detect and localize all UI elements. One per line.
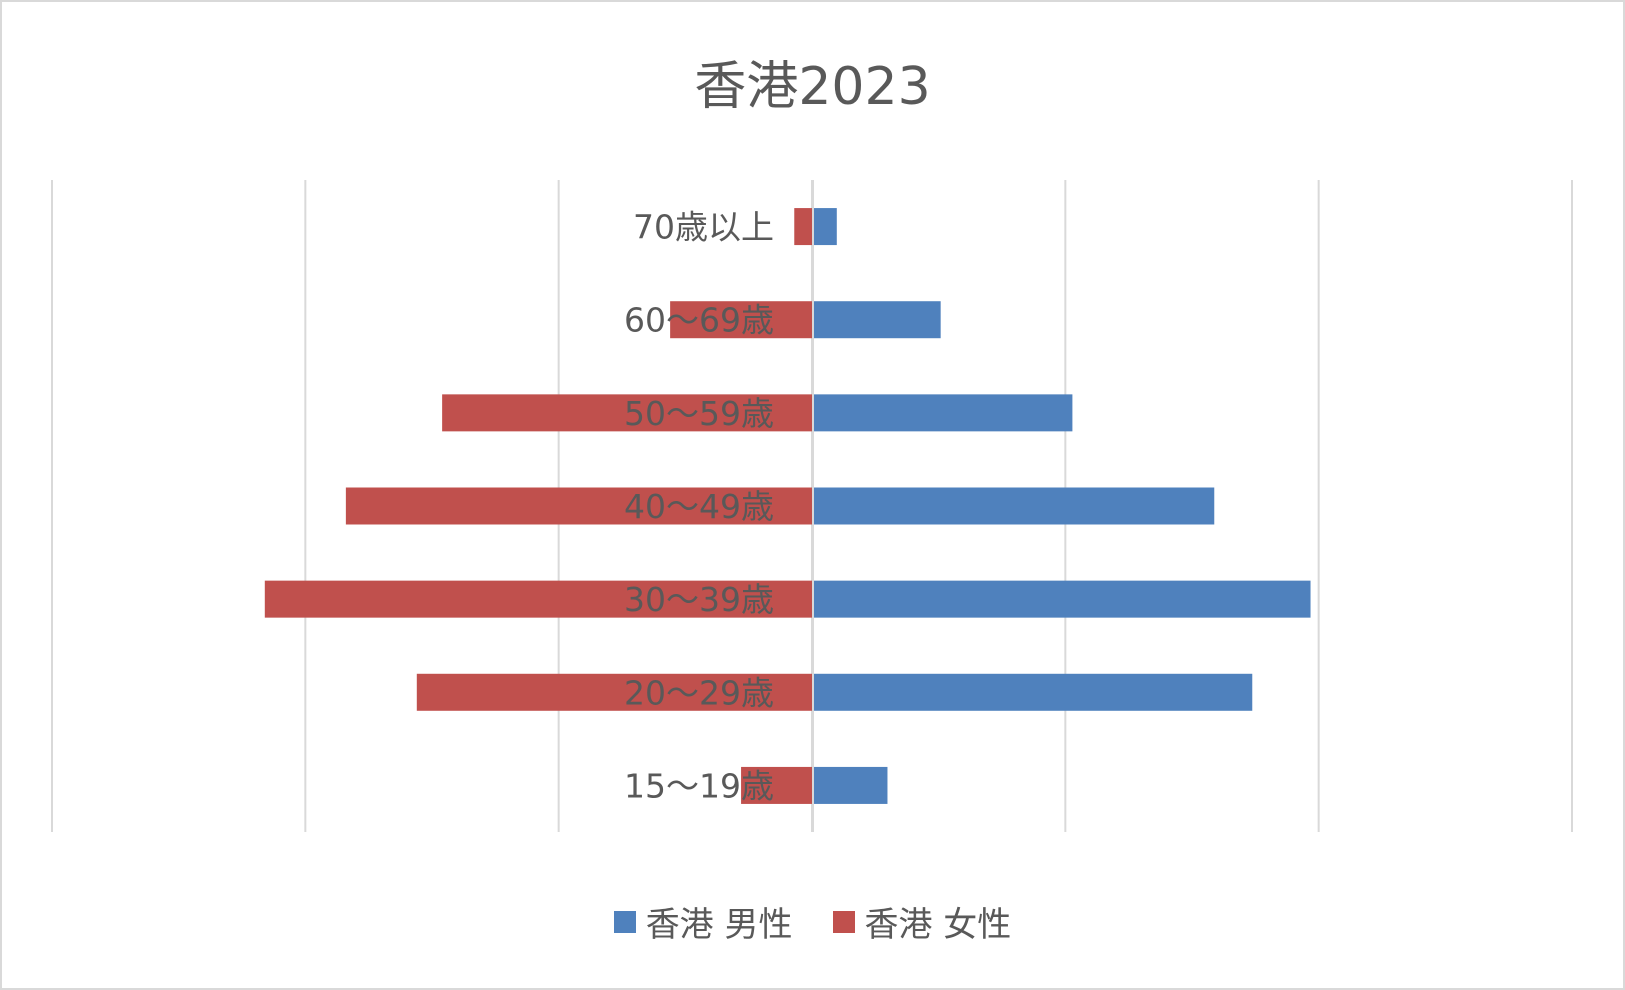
category-label: 40〜49歳 xyxy=(624,487,774,526)
legend-label-male: 香港 男性 xyxy=(645,905,793,945)
category-label: 60〜69歳 xyxy=(624,301,774,340)
legend-item-male: 香港 男性 xyxy=(613,897,793,946)
legend-label-female: 香港 女性 xyxy=(864,905,1012,945)
category-label: 50〜59歳 xyxy=(624,394,774,433)
chart-title: 香港2023 xyxy=(694,57,931,117)
bar-male xyxy=(814,208,837,246)
legend-swatch-male xyxy=(613,910,636,933)
bar-male xyxy=(814,394,1073,432)
bar-male xyxy=(814,673,1253,711)
bar-female xyxy=(264,580,812,618)
category-label: 20〜29歳 xyxy=(624,673,774,712)
bar-male xyxy=(814,301,941,339)
legend-swatch-female xyxy=(832,910,855,933)
bar-male xyxy=(814,766,888,804)
bar-female xyxy=(670,301,812,339)
bar-female xyxy=(442,394,812,432)
bar-female xyxy=(416,673,812,711)
bar-female xyxy=(345,487,812,525)
category-label: 70歳以上 xyxy=(633,208,774,247)
bar-female xyxy=(794,208,812,246)
bar-male xyxy=(814,487,1215,525)
bar-female xyxy=(741,766,812,804)
category-label: 30〜39歳 xyxy=(624,580,774,619)
category-label: 15〜19歳 xyxy=(624,766,774,805)
legend-item-female: 香港 女性 xyxy=(832,897,1012,946)
bar-male xyxy=(814,580,1311,618)
legend: 香港 男性 香港 女性 xyxy=(2,897,1623,946)
